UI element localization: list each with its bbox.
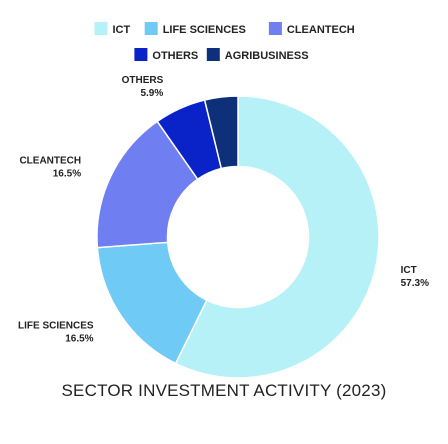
legend-label-cleantech: CLEANTECH: [287, 24, 355, 36]
legend-swatch-agribusiness: [206, 48, 220, 61]
label-life-sciences: LIFE SCIENCES: [18, 320, 94, 331]
slice-labels: ICT 57.3% LIFE SCIENCES 16.5% CLEANTECH 16.5%…: [18, 75, 429, 345]
legend-swatch-ict: [94, 22, 108, 35]
donut-slices: [96, 95, 380, 379]
value-others: 5.9%: [140, 88, 163, 99]
legend-swatch-cleantech: [268, 22, 282, 35]
legend-label-others: OTHERS: [152, 50, 198, 62]
chart-legend: ICT LIFE SCIENCES CLEANTECH OTHERS AGRIBUSIN…: [94, 22, 355, 62]
label-cleantech: CLEANTECH: [19, 155, 81, 166]
legend-label-agribusiness: AGRIBUSINESS: [225, 50, 309, 62]
legend-swatch-life-sciences: [144, 22, 158, 35]
chart-title: SECTOR INVESTMENT ACTIVITY (2023): [62, 381, 387, 400]
slice-ict: [174, 95, 380, 379]
legend-swatch-others: [134, 48, 148, 61]
value-cleantech: 16.5%: [53, 168, 81, 179]
label-ict: ICT: [401, 265, 417, 276]
legend-label-life-sciences: LIFE SCIENCES: [163, 24, 246, 36]
value-ict: 57.3%: [401, 278, 429, 289]
label-others: OTHERS: [122, 75, 164, 86]
slice-agribusiness: [203, 95, 239, 170]
value-life-sciences: 16.5%: [65, 333, 93, 344]
legend-label-ict: ICT: [113, 24, 131, 36]
